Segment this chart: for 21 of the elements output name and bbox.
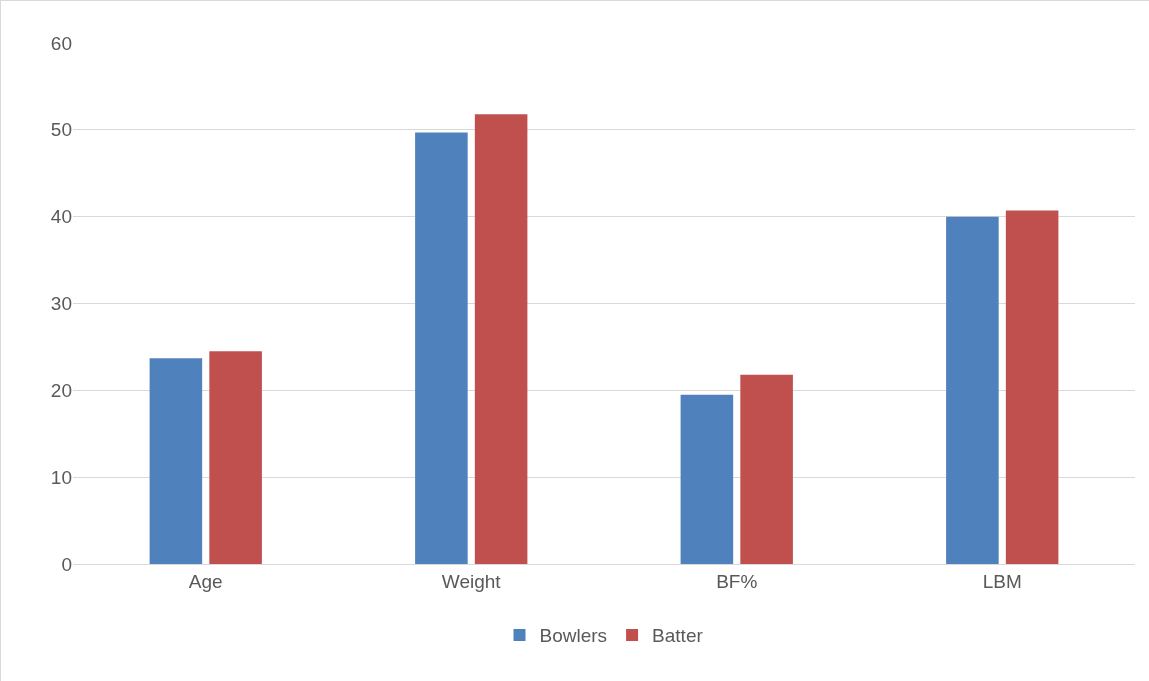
y-tick-label: 20 (50, 379, 72, 401)
y-tick-label: 10 (50, 466, 72, 488)
legend-label: Bowlers (539, 625, 608, 647)
y-tick-label: 30 (50, 293, 72, 315)
bar (209, 351, 262, 564)
y-tick-label: 50 (50, 119, 72, 141)
x-tick-label: BF% (716, 570, 758, 592)
bar (946, 216, 999, 564)
bar (415, 132, 468, 564)
y-tick-label: 0 (61, 553, 72, 575)
y-tick-label: 40 (50, 206, 72, 228)
x-tick-label: Age (188, 570, 223, 592)
bar (680, 394, 734, 564)
bar (740, 374, 793, 564)
x-tick-label: Weight (441, 570, 502, 592)
x-tick-label: LBM (982, 570, 1022, 592)
y-tick-label: 60 (50, 32, 72, 54)
bar (474, 114, 528, 564)
bar (1005, 210, 1059, 564)
legend-label: Batter (652, 625, 704, 647)
bar (149, 358, 203, 564)
